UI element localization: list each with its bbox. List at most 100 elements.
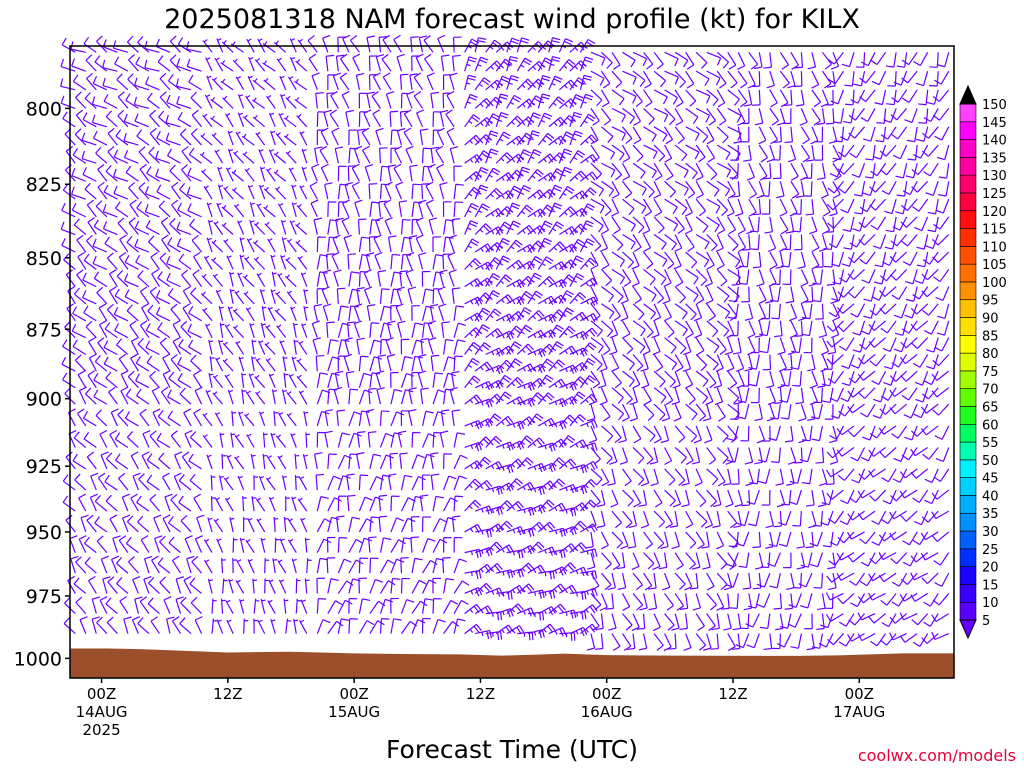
wind-barb <box>707 573 714 590</box>
wind-barb <box>82 151 96 163</box>
wind-barb <box>207 455 212 469</box>
wind-barb <box>822 217 829 234</box>
wind-barb <box>696 614 704 631</box>
wind-barb <box>243 115 254 127</box>
wind-barb <box>192 557 202 574</box>
wind-barb <box>380 619 389 634</box>
wind-barb <box>454 496 463 511</box>
wind-barb <box>101 556 108 573</box>
wind-barb <box>598 371 606 388</box>
wind-barb <box>172 182 181 199</box>
wind-barb <box>454 433 465 448</box>
wind-barb <box>408 287 416 304</box>
wind-barb <box>233 151 243 163</box>
colorbar-label: 25 <box>982 543 999 558</box>
wind-barb <box>465 604 482 613</box>
wind-barb <box>327 322 335 338</box>
wind-barb <box>209 340 213 355</box>
wind-barb <box>549 628 566 637</box>
wind-barb <box>816 614 824 630</box>
wind-barb <box>601 108 610 125</box>
wind-barb <box>168 74 180 89</box>
wind-barb <box>686 426 697 442</box>
wind-barb <box>729 593 738 608</box>
wind-barb <box>75 474 86 490</box>
wind-barb <box>890 532 907 540</box>
wind-barb <box>349 130 357 145</box>
wind-barb <box>838 321 854 332</box>
wind-barb <box>131 337 138 354</box>
wind-barb <box>292 357 296 371</box>
wind-barb <box>702 553 710 569</box>
wind-barb <box>151 617 159 634</box>
wind-barb <box>191 92 202 108</box>
wind-barb <box>140 409 149 426</box>
wind-barb <box>580 328 597 338</box>
wind-barb <box>538 154 555 163</box>
wind-barb <box>580 221 593 235</box>
wind-barb <box>221 61 233 72</box>
wind-barb <box>852 163 865 177</box>
wind-barb <box>633 426 641 443</box>
wind-barb <box>287 291 296 304</box>
wind-barb <box>251 454 255 469</box>
wind-barb <box>873 388 885 402</box>
wind-barb <box>317 578 325 593</box>
wind-barb <box>863 127 875 141</box>
wind-barb <box>247 434 255 447</box>
wind-barb <box>205 560 213 573</box>
wind-barb <box>111 409 118 426</box>
wind-barb <box>109 270 117 287</box>
wind-barb <box>623 371 635 387</box>
wind-barb <box>880 163 896 175</box>
wind-barb <box>549 57 560 72</box>
wind-barb <box>237 560 244 573</box>
wind-barb <box>641 511 649 528</box>
wind-barb <box>299 391 307 404</box>
wind-barb <box>95 517 107 532</box>
wind-barb <box>79 494 86 511</box>
wind-barb <box>785 593 793 609</box>
wind-barb <box>104 94 117 108</box>
wind-barb <box>146 341 159 355</box>
wind-barb <box>266 168 275 181</box>
wind-barb <box>654 71 666 87</box>
wind-barb <box>858 634 875 641</box>
wind-barb <box>286 96 296 108</box>
wind-barb <box>785 426 793 442</box>
wind-barb <box>257 519 265 532</box>
wind-barb <box>444 538 452 553</box>
colorbar-label: 115 <box>982 223 1007 238</box>
wind-barb <box>630 388 638 405</box>
wind-barb <box>232 170 244 181</box>
wind-barb <box>433 578 441 593</box>
wind-barb <box>94 390 107 404</box>
wind-barb <box>296 599 301 614</box>
colorbar-box <box>960 104 976 122</box>
wind-barb <box>904 404 917 418</box>
colorbar-box <box>960 122 976 140</box>
wind-barb <box>140 597 149 614</box>
wind-barb <box>796 90 804 106</box>
wind-barb <box>359 219 367 234</box>
wind-barb <box>145 204 159 217</box>
wind-barb <box>686 269 699 284</box>
wind-barb <box>335 371 343 387</box>
colorbar-label: 125 <box>982 187 1007 202</box>
wind-barb <box>187 556 195 573</box>
wind-barb <box>929 71 938 86</box>
wind-barb <box>160 253 170 269</box>
wind-barb <box>159 111 170 127</box>
wind-barb <box>247 239 254 252</box>
wind-barb <box>685 371 692 388</box>
wind-barb <box>733 127 741 143</box>
wind-barb <box>300 620 307 633</box>
wind-barb <box>103 221 117 234</box>
wind-barb <box>217 203 223 217</box>
wind-barb <box>753 252 761 268</box>
wind-barb <box>653 614 660 631</box>
wind-barb <box>891 127 906 139</box>
wind-barb <box>280 539 286 553</box>
wind-barb <box>906 163 917 178</box>
